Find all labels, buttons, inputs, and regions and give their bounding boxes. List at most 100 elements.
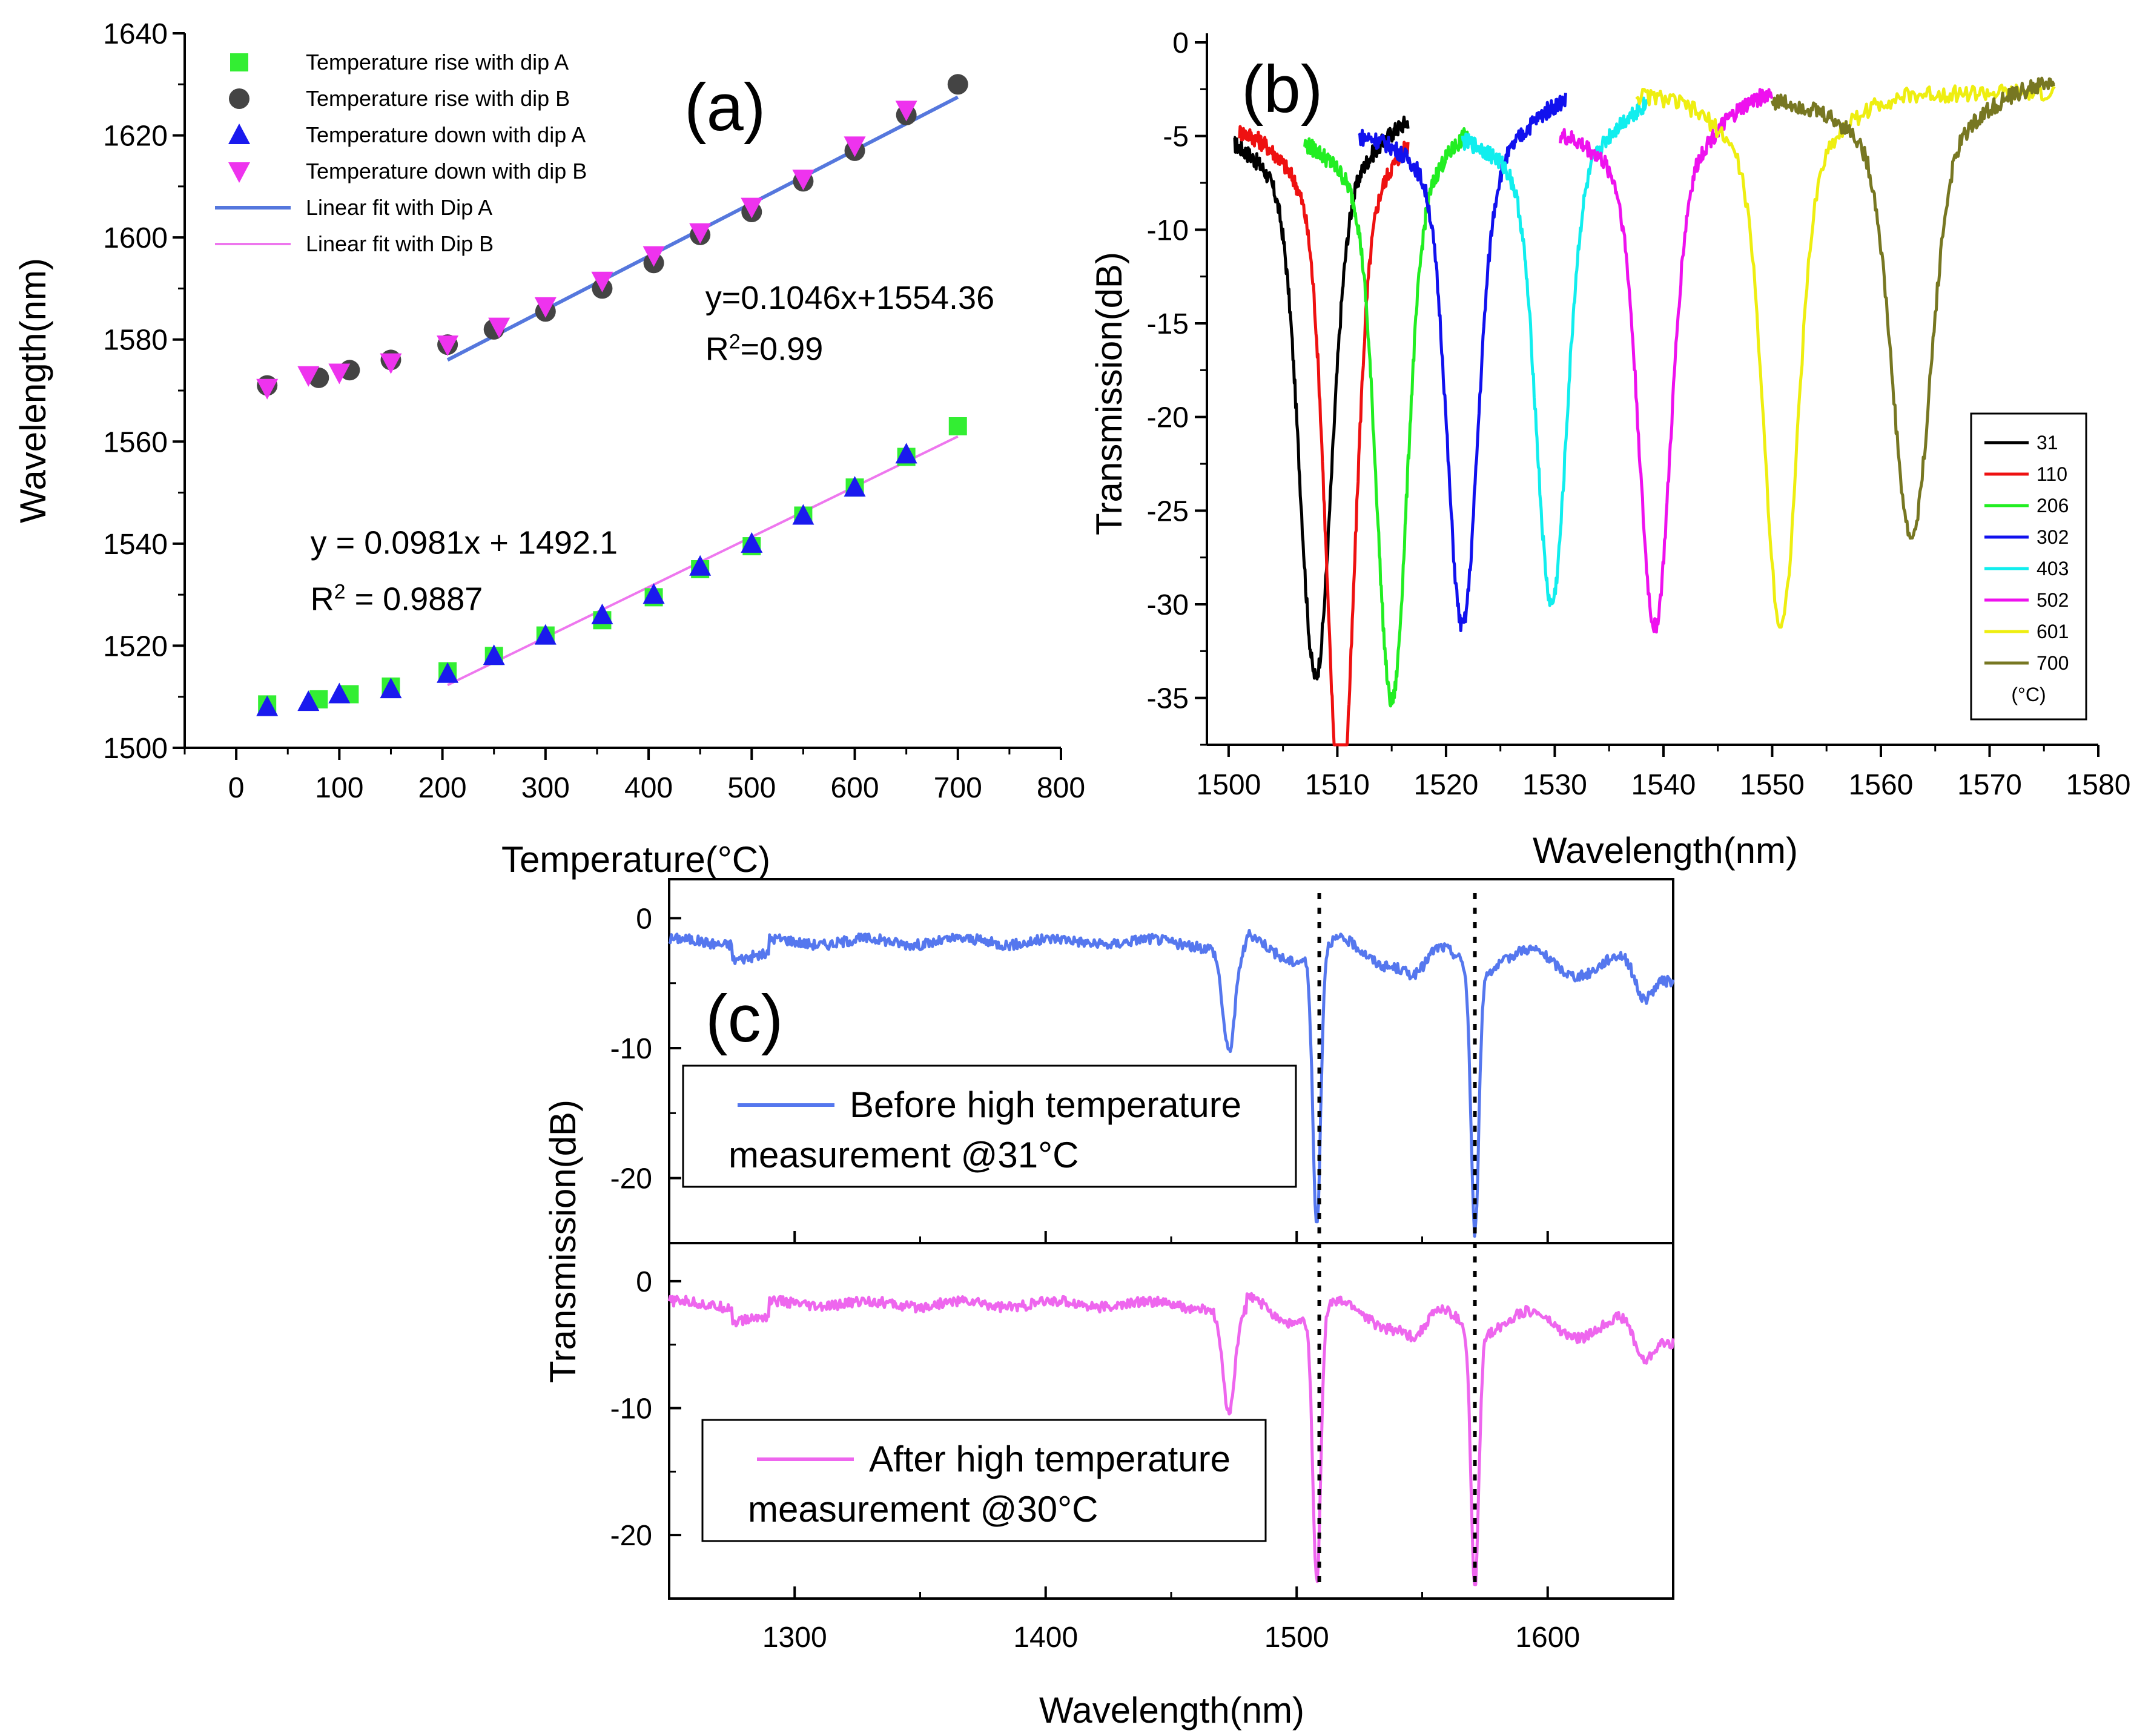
y-tick-label: -20 — [610, 1163, 652, 1195]
legend-label: Linear fit with Dip B — [306, 231, 494, 256]
y-tick-label: -25 — [1147, 495, 1189, 527]
legend-label-line1: Before high temperature — [850, 1084, 1241, 1125]
data-point-triangle-up — [792, 504, 814, 525]
data-point-triangle-up — [591, 603, 613, 624]
y-tick-label: 0 — [1172, 27, 1189, 59]
legend-marker — [230, 53, 248, 71]
data-point-triangle-down — [591, 271, 613, 292]
legend-box — [701, 1419, 1267, 1542]
data-point-triangle-down — [689, 223, 712, 244]
data-point-triangle-down — [844, 136, 866, 157]
y-tick-label: -20 — [610, 1520, 652, 1552]
data-point-triangle-up — [256, 695, 279, 716]
x-tick-label: 1600 — [1515, 1622, 1580, 1654]
series-line-302 — [1358, 93, 1567, 632]
x-tick-label: 1560 — [1849, 769, 1914, 801]
x-axis-label: Wavelength(nm) — [1039, 1690, 1304, 1731]
y-tick-label: -10 — [610, 1033, 652, 1065]
legend-label: 403 — [2037, 558, 2069, 579]
panel-label: (a) — [684, 70, 765, 145]
data-point-triangle-down — [328, 363, 351, 384]
x-tick-label: 100 — [315, 772, 363, 804]
data-point-triangle-down — [643, 246, 665, 267]
y-tick-label: 1540 — [103, 529, 168, 561]
legend-label: 110 — [2037, 463, 2067, 485]
legend-label: 206 — [2037, 495, 2069, 517]
y-tick-label: 0 — [636, 1266, 652, 1298]
x-tick-label: 1500 — [1197, 769, 1261, 801]
data-point-triangle-up — [844, 476, 866, 497]
legend-marker — [228, 124, 250, 144]
series-line-110 — [1238, 125, 1410, 747]
legend-label: Temperature down with dip B — [306, 159, 587, 183]
y-axis-label: Transmission(dB) — [1089, 252, 1129, 535]
legend-label-line1: After high temperature — [869, 1439, 1231, 1479]
x-tick-label: 1300 — [762, 1622, 827, 1654]
y-tick-label: -20 — [1147, 402, 1189, 434]
panel-b: 1500 1510 1520 1530 1540 1550 1560 1570 1580 0 -5 -… — [1089, 27, 2130, 871]
y-tick-label: 1580 — [103, 325, 168, 357]
y-tick-label: 1520 — [103, 630, 168, 662]
data-point-square — [948, 417, 967, 435]
y-tick-label: -35 — [1147, 683, 1189, 715]
y-tick-label: -15 — [1147, 308, 1189, 340]
data-point-triangle-down — [297, 366, 320, 387]
legend-label: Temperature down with dip A — [306, 122, 586, 147]
x-tick-label: 1540 — [1631, 769, 1696, 801]
data-point-triangle-up — [895, 443, 917, 464]
x-tick-label: 1550 — [1740, 769, 1805, 801]
fit-annotation: y=0.1046x+1554.36 — [705, 280, 994, 316]
x-tick-label: 300 — [521, 772, 570, 804]
y-tick-label: 1640 — [103, 18, 168, 50]
x-tick-label: 0 — [228, 772, 245, 804]
panel-label: (b) — [1241, 52, 1323, 127]
legend-title: (°C) — [2011, 684, 2046, 705]
x-tick-label: 1400 — [1013, 1622, 1078, 1654]
data-point-triangle-up — [741, 532, 763, 553]
data-point-triangle-up — [534, 624, 557, 645]
data-point-triangle-down — [380, 353, 402, 374]
x-tick-label: 1520 — [1414, 769, 1479, 801]
x-tick-label: 600 — [830, 772, 879, 804]
legend-label: 700 — [2037, 652, 2069, 674]
legend-marker — [229, 88, 249, 109]
data-point-triangle-down — [895, 101, 917, 122]
legend-box — [1970, 412, 2087, 721]
data-point-triangle-up — [643, 583, 665, 604]
legend-label: Linear fit with Dip A — [306, 195, 492, 220]
data-point-triangle-up — [328, 682, 351, 704]
y-tick-label: -30 — [1147, 589, 1189, 621]
x-tick-label: 700 — [934, 772, 982, 804]
legend-label: 302 — [2037, 526, 2069, 548]
legend-label-line2: measurement @30°C — [748, 1489, 1098, 1530]
data-point-triangle-up — [437, 662, 459, 683]
panel-c: 1300 1400 1500 1600 Wavelength(nm) Transmissi… — [543, 878, 1675, 1731]
y-tick-label: 1600 — [103, 222, 168, 254]
legend-label: 31 — [2037, 432, 2058, 454]
x-tick-label: 1500 — [1264, 1622, 1329, 1654]
x-tick-label: 1510 — [1305, 769, 1370, 801]
y-tick-label: 1500 — [103, 733, 168, 765]
x-axis-label: Temperature(°C) — [501, 839, 770, 880]
data-point-triangle-down — [256, 378, 279, 400]
data-point-triangle-down — [534, 297, 557, 318]
y-tick-label: 1560 — [103, 426, 168, 458]
x-axis-label: Wavelength(nm) — [1533, 830, 1798, 871]
fit-annotation: R2=0.99 — [705, 330, 824, 367]
series-line-700 — [1771, 76, 2055, 540]
y-tick-label: -10 — [610, 1393, 652, 1425]
data-point-triangle-down — [437, 335, 459, 357]
data-point-triangle-up — [689, 555, 712, 576]
y-tick-label: 0 — [636, 903, 652, 935]
data-point-triangle-down — [488, 317, 510, 338]
series-line-502 — [1558, 88, 1774, 634]
series-line-403 — [1461, 96, 1649, 607]
legend-label: 601 — [2037, 621, 2069, 642]
legend-label: Temperature rise with dip B — [306, 86, 570, 111]
fit-annotation: R2 = 0.9887 — [311, 580, 483, 617]
y-axis-label: Transmission(dB) — [543, 1100, 583, 1383]
x-tick-label: 800 — [1037, 772, 1085, 804]
y-tick-label: -10 — [1147, 214, 1189, 246]
y-axis-label: Wavelength(nm) — [13, 258, 53, 523]
